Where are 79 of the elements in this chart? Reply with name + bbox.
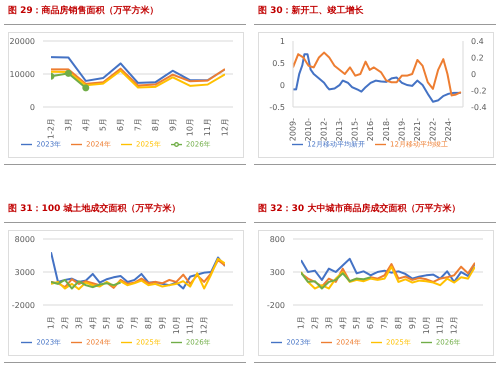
y-tick-label: -0.5 bbox=[269, 102, 285, 112]
x-tick-label: 6月 bbox=[116, 118, 126, 132]
x-tick-label: 8月 bbox=[144, 316, 153, 330]
x-tick-label: 11月 bbox=[436, 316, 445, 334]
x-tick-label: 1月 bbox=[296, 316, 306, 330]
chart-title: 图 30：新开工、竣工增长 bbox=[258, 4, 364, 17]
chart-title: 图 31：100 城土地成交面积（万平方米） bbox=[8, 202, 181, 215]
x-tick-label: 2010- bbox=[304, 118, 314, 142]
line-series bbox=[301, 258, 475, 283]
x-tick-label: 10月 bbox=[186, 118, 195, 136]
x-tick-label: 1-2月 bbox=[46, 118, 56, 140]
y2-tick-label: 0.4 bbox=[471, 36, 484, 46]
x-tick-label: 7月 bbox=[134, 118, 142, 132]
y-tick-label: 10000 bbox=[10, 70, 35, 79]
x-tick-label: 2月 bbox=[60, 316, 70, 330]
y2-tick-label: 0 bbox=[471, 70, 476, 79]
line-series bbox=[51, 278, 122, 290]
y-tick-label: 1 bbox=[280, 36, 285, 46]
x-tick-label: 11月 bbox=[203, 118, 212, 136]
x-tick-label: 1月 bbox=[46, 316, 56, 330]
x-tick-label: 2022- bbox=[428, 118, 438, 142]
chart-title: 图 32：30 大中城市商品房成交面积（万平方米） bbox=[258, 202, 460, 215]
point bbox=[64, 70, 72, 77]
y-tick-label: 20000 bbox=[10, 36, 35, 46]
line-series bbox=[301, 266, 475, 290]
x-tick-label: 2013- bbox=[335, 118, 344, 142]
x-tick-label: 7月 bbox=[130, 316, 140, 330]
x-tick-label: 9月 bbox=[158, 316, 167, 330]
x-tick-label: 4月 bbox=[81, 118, 90, 132]
x-tick-label: 6月 bbox=[116, 316, 126, 330]
x-tick-label: 3月 bbox=[64, 118, 73, 132]
point bbox=[82, 84, 90, 92]
x-tick-label: 5月 bbox=[102, 316, 112, 330]
x-tick-label: 10月 bbox=[172, 316, 181, 334]
x-tick-label: 2016- bbox=[366, 118, 376, 142]
y2-tick-label: -0.2 bbox=[471, 86, 487, 96]
x-tick-label: 5月 bbox=[98, 118, 108, 132]
x-tick-label: 9月 bbox=[168, 118, 178, 132]
x-tick-label: 2012- bbox=[320, 118, 329, 142]
y-tick-label: 0 bbox=[280, 80, 285, 90]
chart-title: 图 29：商品房销售面积（万平方米） bbox=[8, 4, 159, 17]
y2-tick-label: 0.2 bbox=[471, 53, 484, 62]
x-tick-label: 9月 bbox=[408, 316, 417, 330]
line-series bbox=[51, 56, 225, 84]
x-tick-label: 6月 bbox=[366, 316, 376, 330]
x-tick-label: 8月 bbox=[394, 316, 403, 330]
y-tick-label: 3000 bbox=[14, 268, 35, 277]
line-series bbox=[301, 272, 372, 290]
y-tick-label: 0.5 bbox=[272, 58, 285, 68]
y-tick-label: -200 bbox=[266, 300, 285, 310]
x-tick-label: 11月 bbox=[186, 316, 195, 334]
line-series bbox=[293, 53, 462, 103]
x-tick-label: 2024- bbox=[444, 118, 453, 142]
x-tick-label: 3月 bbox=[74, 316, 84, 330]
y-tick-label: 800 bbox=[270, 234, 285, 244]
x-tick-label: 5月 bbox=[352, 316, 362, 330]
x-tick-label: 2月 bbox=[310, 316, 320, 330]
x-tick-label: 2021- bbox=[412, 118, 422, 142]
x-tick-label: 4月 bbox=[88, 316, 98, 330]
x-tick-label: 3月 bbox=[324, 316, 334, 330]
x-tick-label: 7月 bbox=[380, 316, 390, 330]
line-series bbox=[301, 262, 475, 288]
x-tick-label: 12月 bbox=[200, 316, 209, 334]
x-tick-label: 12月 bbox=[450, 316, 459, 334]
x-tick-label: 2015- bbox=[350, 118, 360, 142]
y-tick-label: 300 bbox=[270, 268, 285, 277]
line-series bbox=[51, 251, 225, 290]
y2-tick-label: -0.4 bbox=[471, 102, 487, 112]
y-tick-label: -2000 bbox=[12, 300, 35, 310]
line-series bbox=[293, 52, 462, 96]
x-tick-label: 12月 bbox=[220, 118, 230, 136]
x-tick-label: 2009- bbox=[288, 118, 298, 142]
x-tick-label: 8月 bbox=[150, 118, 160, 132]
x-tick-label: 2019- bbox=[397, 118, 406, 142]
x-tick-label: 2018- bbox=[382, 118, 391, 142]
y-tick-label: 0 bbox=[30, 102, 35, 112]
y-tick-label: 8000 bbox=[14, 234, 35, 244]
x-tick-label: 10月 bbox=[422, 316, 431, 334]
x-tick-label: 4月 bbox=[338, 316, 348, 330]
